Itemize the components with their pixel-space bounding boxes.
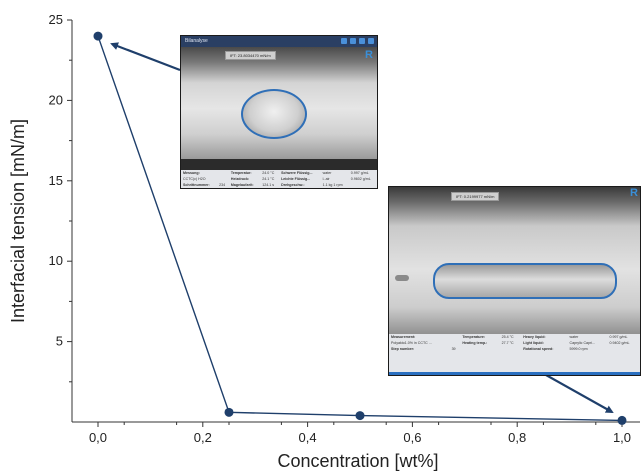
info-value: 0.997 g/mL [350, 171, 369, 175]
data-point [355, 411, 365, 421]
inset-image-1: Bilanalyse IFT: 23.8034470 mN/m R Messun… [180, 35, 378, 189]
info-value: 24.0 °C [262, 171, 275, 175]
series-line [97, 35, 623, 422]
x-tick-label: 0,6 [403, 430, 421, 445]
r-logo: R [365, 49, 373, 61]
info-key: Temperature: [462, 335, 486, 339]
info-key: Rotational speed: [523, 347, 554, 351]
info-key: Measurement: [391, 335, 416, 339]
toolbar-icons [341, 38, 374, 44]
info-key: Heizdruck: [230, 177, 250, 181]
info-row: CCTC(c) H2O Heizdruck: 24.1 °C Leichte F… [181, 176, 377, 182]
info-value: 0.9602 g/mL [350, 177, 371, 181]
y-tick-label: 20 [49, 92, 63, 107]
annotation-arrow-2 [545, 374, 614, 413]
info-row: Measurement: Temperature: 25.4 °C Heavy … [389, 334, 640, 340]
info-row: Step number: 39 Rotational speed: 5999.0… [389, 346, 640, 352]
x-tick-label: 0,0 [89, 430, 107, 445]
drop-shape [241, 89, 307, 139]
x-tick-label: 1,0 [613, 430, 631, 445]
info-key: Heating temp.: [462, 341, 488, 345]
info-row: Schrittnummer: 234 Magelaufzeit: 124.1 s… [181, 182, 377, 188]
info-value: 25.4 °C [501, 335, 514, 339]
x-axis-title: Concentration [wt%] [277, 451, 438, 471]
ticks: 0,0 0,2 0,4 0,6 0,8 1,0 5 10 15 20 25 [49, 12, 632, 445]
x-tick-label: 0,2 [194, 430, 212, 445]
info-row: Polyakto1.0% in CCTC ... Heating temp.: … [389, 340, 640, 346]
ift-readout: IFT: 23.8034470 mN/m [225, 51, 276, 60]
data-point [93, 31, 103, 41]
inset-title: Bilanalyse [185, 38, 208, 44]
info-value: 39 [451, 347, 456, 351]
info-value: l.-air [322, 177, 330, 181]
info-key: Schrittnummer: [183, 183, 210, 187]
info-value [607, 346, 640, 352]
info-value: 5999.0 rpm [569, 347, 588, 351]
small-droplet [395, 275, 409, 281]
info-value: 0.9402 g/mL [609, 341, 630, 345]
info-key: Leichte Flüssig... [281, 177, 311, 181]
x-tick-label: 0,4 [299, 430, 317, 445]
x-tick-label: 0,8 [508, 430, 526, 445]
info-value: 24.1 °C [262, 177, 275, 181]
drop-stage: IFT: 23.8034470 mN/m R [181, 47, 377, 159]
info-value [500, 346, 522, 352]
data-point [617, 415, 627, 425]
info-row: Messung: Temperatur: 24.0 °C Schwere Flü… [181, 170, 377, 176]
info-key: Messung: [183, 171, 200, 175]
info-value [349, 182, 377, 188]
info-key: Light liquid: [523, 341, 544, 345]
info-key: Temperatur: [230, 171, 252, 175]
info-value: Polyakto1.0% in CCTC ... [391, 341, 432, 345]
info-key: Schwere Flüssig... [281, 171, 313, 175]
info-value: 124.1 s [262, 183, 275, 187]
r-logo: R [630, 187, 638, 199]
data-point [224, 407, 234, 417]
info-key: Magelaufzeit: [230, 183, 254, 187]
info-value: 1.1 kg 1 rpm [322, 183, 343, 187]
annotation-arrow-1 [110, 42, 181, 72]
info-value: water [322, 171, 332, 175]
inset-titlebar: Bilanalyse [181, 36, 377, 47]
info-key [460, 346, 499, 352]
y-tick-label: 10 [49, 253, 63, 268]
info-value: 0.997 g/mL [609, 335, 628, 339]
measurement-info: Measurement: Temperature: 25.4 °C Heavy … [389, 334, 640, 375]
drop-shape [433, 263, 617, 299]
measurement-info: Messung: Temperatur: 24.0 °C Schwere Flü… [181, 170, 377, 188]
ift-readout: IFT: 0.2199977 mN/m [451, 192, 500, 201]
info-value: 27.7 °C [501, 341, 514, 345]
info-key: Drehgeschw.: [281, 183, 305, 187]
drop-stage: IFT: 0.2199977 mN/m R [389, 187, 640, 337]
series [93, 31, 627, 425]
y-tick-label: 15 [49, 173, 63, 188]
info-key: Step number: [391, 347, 415, 351]
info-value: CCTC(c) H2O [183, 177, 206, 181]
info-value: water [569, 335, 579, 339]
inset-image-2: IFT: 0.2199977 mN/m R Measurement: Tempe… [388, 186, 641, 376]
info-key: Heavy liquid: [523, 335, 546, 339]
info-value: 234 [219, 183, 226, 187]
info-value: Caprylic Capri... [569, 341, 596, 345]
y-tick-label: 25 [49, 12, 63, 27]
y-tick-label: 5 [56, 334, 63, 349]
y-axis-title: Interfacial tension [mN/m] [8, 119, 28, 323]
